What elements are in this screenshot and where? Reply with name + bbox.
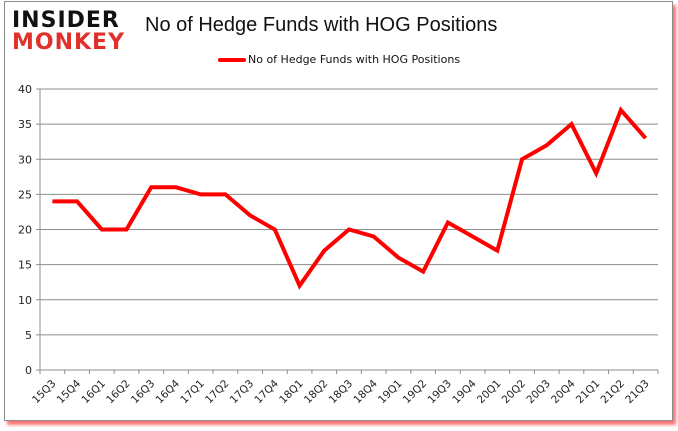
logo-line-2: MONKEY [12, 30, 126, 55]
chart-frame [4, 1, 673, 421]
x-tick-label: 16Q1 [79, 378, 108, 407]
x-tick-label: 18Q2 [302, 378, 331, 407]
x-tick-label: 20Q4 [549, 377, 578, 406]
chart-legend: No of Hedge Funds with HOG Positions [218, 53, 460, 66]
x-tick-label: 18Q1 [277, 378, 306, 407]
y-tick-label: 10 [18, 294, 32, 307]
x-tick-label: 16Q2 [104, 378, 133, 407]
x-tick-label: 19Q4 [450, 377, 479, 406]
insider-monkey-logo: INSIDER MONKEY [12, 10, 125, 54]
x-tick-label: 19Q3 [425, 378, 454, 407]
x-tick-label: 18Q3 [327, 378, 356, 407]
x-tick-label: 20Q1 [475, 378, 504, 407]
y-tick-label: 15 [18, 259, 32, 272]
x-tick-label: 17Q4 [252, 377, 281, 406]
x-tick-label: 16Q3 [129, 378, 158, 407]
x-tick-label: 19Q2 [401, 378, 430, 407]
y-tick-label: 5 [25, 329, 32, 342]
x-tick-label: 16Q4 [154, 377, 183, 406]
legend-label: No of Hedge Funds with HOG Positions [248, 53, 461, 66]
x-tick-label: 17Q3 [228, 378, 257, 407]
y-tick-label: 30 [18, 153, 32, 166]
x-tick-label: 21Q2 [599, 378, 628, 407]
x-tick-label: 20Q3 [524, 378, 553, 407]
x-tick-label: 20Q2 [500, 378, 529, 407]
legend-line-icon [218, 57, 246, 62]
x-tick-label: 21Q1 [574, 378, 603, 407]
y-tick-label: 40 [18, 83, 32, 96]
x-tick-label: 17Q1 [178, 378, 207, 407]
x-tick-label: 15Q4 [55, 377, 84, 406]
x-tick-label: 15Q3 [30, 378, 59, 407]
y-tick-label: 35 [18, 118, 32, 131]
x-tick-label: 17Q2 [203, 378, 232, 407]
chart-title: No of Hedge Funds with HOG Positions [145, 14, 498, 36]
logo-line-1: INSIDER [12, 8, 120, 33]
x-tick-label: 18Q4 [351, 377, 380, 406]
series-line [52, 106, 648, 290]
x-tick-label: 21Q3 [623, 378, 652, 407]
y-tick-label: 25 [18, 188, 32, 201]
y-tick-label: 20 [18, 224, 32, 237]
x-tick-label: 19Q1 [376, 378, 405, 407]
y-tick-label: 0 [25, 364, 32, 377]
